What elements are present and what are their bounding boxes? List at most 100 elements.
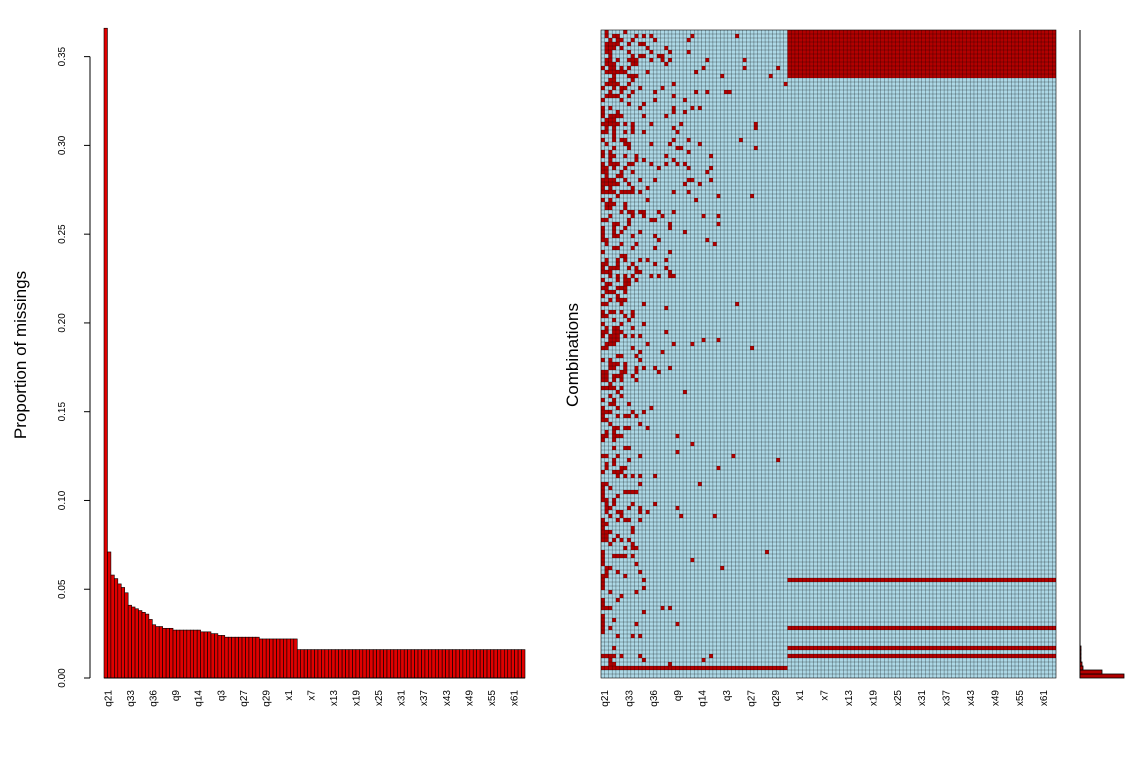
missing-cell [612,662,616,667]
missing-cell [601,182,605,187]
missing-cell [619,466,624,471]
missing-cell [604,378,609,383]
missing-cell [630,186,635,191]
missing-cell [720,566,725,571]
missing-cell [627,458,631,463]
missing-cell [612,430,616,435]
missing-cell [615,258,620,263]
missing-cell [642,210,646,215]
missing-cell [638,506,643,511]
missing-cell [716,222,721,227]
missing-cell [601,614,605,619]
bar [397,649,402,679]
missing-cell [612,654,616,659]
missing-cell [686,190,691,195]
x-tick-label: x7 [306,690,317,701]
missing-cell [638,474,643,479]
missing-cell [712,514,717,519]
missing-cell [601,114,605,119]
missing-cell [601,486,605,491]
bar [158,626,163,679]
missing-cell [619,374,624,379]
x-tick-label: q29 [771,690,782,707]
missing-cell [601,358,605,363]
missing-cell [608,266,613,271]
missing-cell [627,538,631,543]
bar [338,649,343,679]
missing-cell [660,214,665,219]
missing-cell [683,162,687,167]
missing-cell [601,586,605,591]
bar [258,638,264,679]
x-axis: q21 q33 q36 q9 q14 q3 q27 q29 x1 x7 x13 x19 x25 x31 x3… [600,690,1050,707]
missing-cell [630,502,635,507]
missing-cell [604,342,609,347]
bar [107,551,112,679]
missing-cell [604,530,609,535]
missing-cell [634,414,639,419]
bar [127,604,132,679]
missing-cell [612,554,616,559]
bar [307,649,312,679]
missing-cell [604,330,609,335]
missing-cell [604,410,609,415]
missing-cell [627,218,631,223]
missing-cell [601,226,605,231]
y-axis: 0.00 0.05 0.10 0.15 0.20 0.25 0.30 0.35 [57,46,91,688]
missing-cell [601,582,605,587]
missing-cell [765,550,769,555]
missing-cell [638,570,643,575]
missing-cell [619,310,624,315]
missing-cell [608,654,613,659]
missing-cell [608,366,613,371]
missing-cell [601,322,605,327]
missing-cell [615,174,620,179]
missing-cell [601,386,605,391]
bar [479,649,484,679]
missing-cell [627,222,631,227]
missing-cell [701,338,706,343]
missing-cell [630,62,635,67]
bar [165,627,170,679]
missing-cell [601,310,605,315]
missing-cell [630,490,635,495]
missing-cell [608,514,613,519]
missing-cell [709,178,713,183]
y-tick-label: 0.25 [57,224,68,244]
missing-cell [694,198,699,203]
x-tick-label: x7 [820,690,831,701]
missing-cell [634,270,639,275]
x-tick-label: x43 [442,690,453,707]
missing-cell [671,190,676,195]
bar [448,649,453,679]
missing-cell [604,82,609,87]
bar [407,649,412,679]
missing-cell [664,330,669,335]
missing-cell [608,422,613,427]
missing-cell [619,98,624,103]
missing-cell [623,290,628,295]
bar [352,649,357,679]
bar [490,649,495,679]
missing-cell [608,342,613,347]
frequency-bar [1079,665,1084,671]
missing-cell [679,146,684,151]
missing-cell [668,58,672,63]
missing-cell [649,162,654,167]
missing-cell [612,366,616,371]
x-tick-label: x49 [464,690,475,707]
missing-cell [615,354,620,359]
missing-cell [604,46,609,51]
bar [452,649,457,679]
missing-cell [660,86,665,91]
x-tick-label: q9 [673,690,684,702]
missing-cell [608,202,613,207]
missing-cell [638,634,643,639]
missing-cell [642,34,646,39]
missing-cell [649,58,654,63]
missing-cell [604,370,609,375]
missing-cell [615,330,620,335]
bar [114,578,119,679]
missing-cell [630,74,635,79]
